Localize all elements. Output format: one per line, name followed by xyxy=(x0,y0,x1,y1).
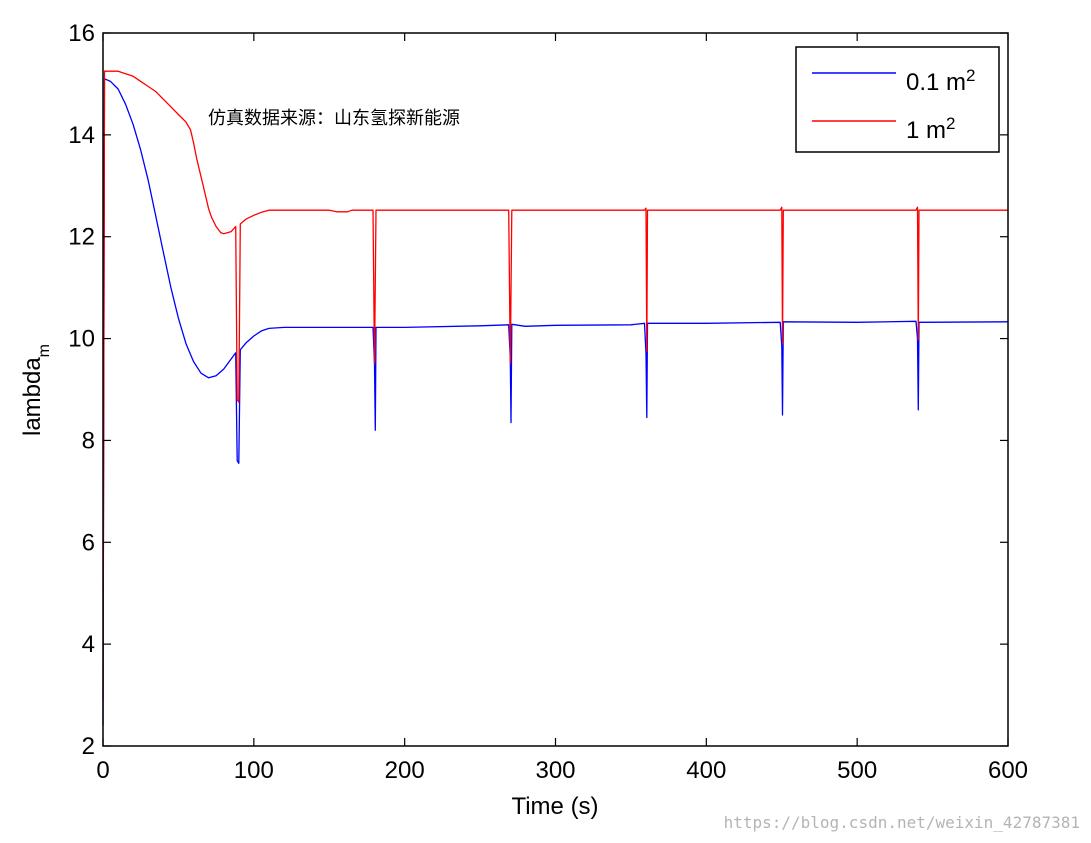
y-tick-label-7: 16 xyxy=(68,20,95,47)
series-line-0 xyxy=(102,78,1009,726)
y-tick-label-4: 10 xyxy=(68,326,95,353)
x-tick-label-4: 400 xyxy=(686,757,726,784)
watermark: https://blog.csdn.net/weixin_42787381 xyxy=(724,813,1080,832)
x-tick-label-6: 600 xyxy=(988,757,1028,784)
legend-label-1-sup: 2 xyxy=(946,114,955,133)
series-layer xyxy=(102,70,1009,726)
x-tick-label-0: 0 xyxy=(96,757,109,784)
x-tick-label-3: 300 xyxy=(535,757,575,784)
y-tick-label-2: 6 xyxy=(82,529,95,556)
x-tick-label-2: 200 xyxy=(385,757,425,784)
source-annotation: 仿真数据来源：山东氢探新能源 xyxy=(208,108,460,129)
x-tick-label-1: 100 xyxy=(234,757,274,784)
legend: 0.1 m2 1 m2 xyxy=(795,46,1000,153)
legend-label-1: 1 m2 xyxy=(906,114,955,145)
y-axis-title: lambdam xyxy=(19,344,53,436)
y-axis-title-base: lambda xyxy=(19,357,46,436)
legend-box xyxy=(795,46,1000,153)
y-tick-label-1: 4 xyxy=(82,631,95,658)
series-line-1 xyxy=(102,70,1008,701)
y-tick-label-5: 12 xyxy=(68,224,95,251)
legend-label-0-sup: 2 xyxy=(966,66,975,85)
x-axis-title: Time (s) xyxy=(511,793,598,820)
y-axis-title-sub: m xyxy=(36,344,53,357)
x-tick-label-5: 500 xyxy=(837,757,877,784)
legend-label-1-base: 1 m xyxy=(906,117,946,144)
legend-label-0-base: 0.1 m xyxy=(906,69,966,96)
legend-label-0: 0.1 m2 xyxy=(906,66,976,97)
y-tick-label-0: 2 xyxy=(82,733,95,760)
y-tick-label-6: 14 xyxy=(68,122,95,149)
tick-layer: 0 100 200 300 400 500 600 2 4 6 8 10 12 14 16 xyxy=(68,20,1028,784)
y-tick-label-3: 8 xyxy=(82,427,95,454)
